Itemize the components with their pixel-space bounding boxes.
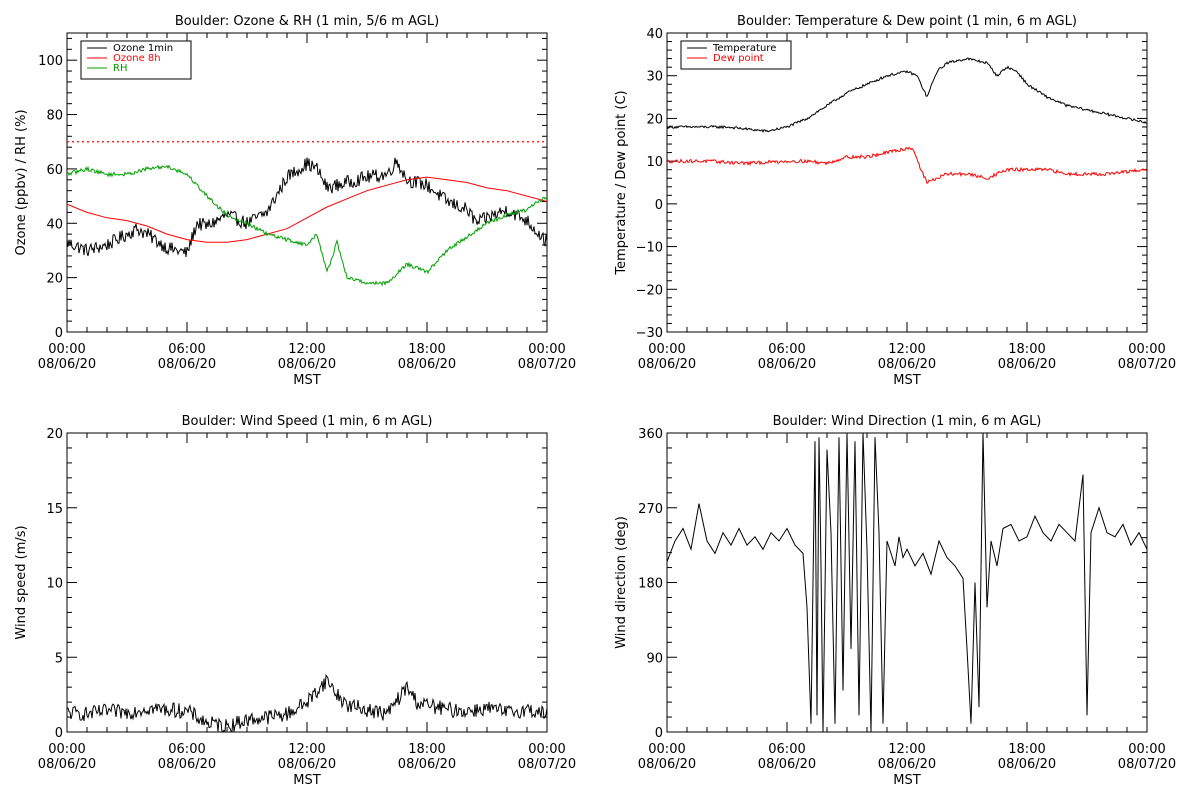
x-axis-label: MST: [293, 773, 320, 788]
chart-title: Boulder: Wind Speed (1 min, 6 m AGL): [182, 414, 433, 429]
x-tick-label: 18:00 08/06/20: [398, 742, 456, 772]
y-tick-label: 15: [46, 502, 63, 517]
chart-title: Boulder: Wind Direction (1 min, 6 m AGL): [773, 414, 1042, 429]
y-axis-label: Wind speed (m/s): [14, 525, 29, 639]
y-tick-label: 90: [646, 651, 663, 666]
x-tick-label: 12:00 08/06/20: [878, 342, 936, 372]
legend-dew-point: Dew point: [713, 53, 764, 64]
y-tick-label: −20: [636, 283, 663, 298]
y-tick-label: 270: [638, 502, 663, 517]
series-line-2: [667, 146, 1147, 185]
plot-frame: [666, 32, 1148, 333]
x-tick-label: 12:00 08/06/20: [878, 742, 936, 772]
series-line-1: [67, 157, 547, 258]
y-tick-label: 20: [646, 112, 663, 127]
series-line-2: [67, 176, 547, 243]
legend-box: [680, 40, 792, 70]
chart-title: Boulder: Ozone & RH (1 min, 5/6 m AGL): [175, 14, 439, 29]
x-tick-label: 06:00 08/06/20: [158, 342, 216, 372]
x-tick-label: 18:00 08/06/20: [398, 342, 456, 372]
x-axis-label: MST: [293, 373, 320, 388]
series-line-1: [667, 57, 1147, 133]
y-tick-label: 20: [46, 272, 63, 287]
x-tick-label: 00:00 08/06/20: [38, 342, 96, 372]
x-tick-label: 06:00 08/06/20: [158, 742, 216, 772]
x-tick-label: 18:00 08/06/20: [998, 342, 1056, 372]
series-line-1: [67, 673, 547, 732]
y-tick-label: 10: [46, 577, 63, 592]
y-tick-label: −30: [636, 326, 663, 341]
y-tick-label: 10: [646, 155, 663, 170]
y-tick-label: 0: [655, 198, 663, 213]
x-tick-label: 00:00 08/07/20: [518, 342, 576, 372]
x-axis-label: MST: [893, 773, 920, 788]
x-tick-label: 06:00 08/06/20: [758, 742, 816, 772]
y-tick-label: 0: [55, 726, 63, 741]
chart-title: Boulder: Temperature & Dew point (1 min,…: [737, 14, 1077, 29]
legend-temperature: Temperature: [712, 43, 776, 54]
chart-panel-2: Boulder: Temperature & Dew point (1 min,…: [614, 14, 1176, 388]
x-tick-label: 00:00 08/06/20: [638, 342, 696, 372]
y-axis-label: Ozone (ppbv) / RH (%): [14, 109, 29, 255]
legend-box: [80, 40, 192, 80]
chart-panel-3: Boulder: Wind Speed (1 min, 6 m AGL) 00:0…: [14, 414, 576, 788]
series-line-3: [67, 164, 547, 287]
y-tick-label: 360: [638, 427, 663, 442]
chart-panel-1: Boulder: Ozone & RH (1 min, 5/6 m AGL)00…: [14, 14, 576, 388]
series-line-1: [667, 433, 1147, 732]
x-tick-label: 00:00 08/07/20: [1118, 742, 1176, 772]
chart-panel-4: Boulder: Wind Direction (1 min, 6 m AGL)…: [614, 414, 1176, 788]
x-tick-label: 00:00 08/07/20: [518, 742, 576, 772]
y-axis-label: Temperature / Dew point (C): [614, 90, 629, 275]
legend-rh: RH: [113, 63, 127, 74]
y-tick-label: 20: [46, 427, 63, 442]
y-tick-label: 40: [646, 27, 663, 42]
y-tick-label: −10: [636, 241, 663, 256]
y-tick-label: 60: [46, 163, 63, 178]
y-axis-label: Wind direction (deg): [614, 516, 629, 649]
x-tick-label: 12:00 08/06/20: [278, 342, 336, 372]
x-tick-label: 00:00 08/07/20: [1118, 342, 1176, 372]
y-tick-label: 30: [646, 70, 663, 85]
x-tick-label: 00:00 08/06/20: [638, 742, 696, 772]
x-tick-label: 18:00 08/06/20: [998, 742, 1056, 772]
y-tick-label: 0: [655, 726, 663, 741]
y-tick-label: 5: [55, 651, 63, 666]
plot-frame: [666, 432, 1148, 733]
x-tick-label: 12:00 08/06/20: [278, 742, 336, 772]
y-tick-label: 80: [46, 109, 63, 124]
y-tick-label: 100: [38, 54, 63, 69]
x-tick-label: 00:00 08/06/20: [38, 742, 96, 772]
legend-ozone-8h: Ozone 8h: [113, 53, 161, 64]
y-tick-label: 180: [638, 577, 663, 592]
y-tick-label: 0: [55, 326, 63, 341]
legend-ozone-1min: Ozone 1min: [113, 43, 173, 54]
x-axis-label: MST: [893, 373, 920, 388]
x-tick-label: 06:00 08/06/20: [758, 342, 816, 372]
plot-frame: [66, 432, 548, 733]
y-tick-label: 40: [46, 217, 63, 232]
